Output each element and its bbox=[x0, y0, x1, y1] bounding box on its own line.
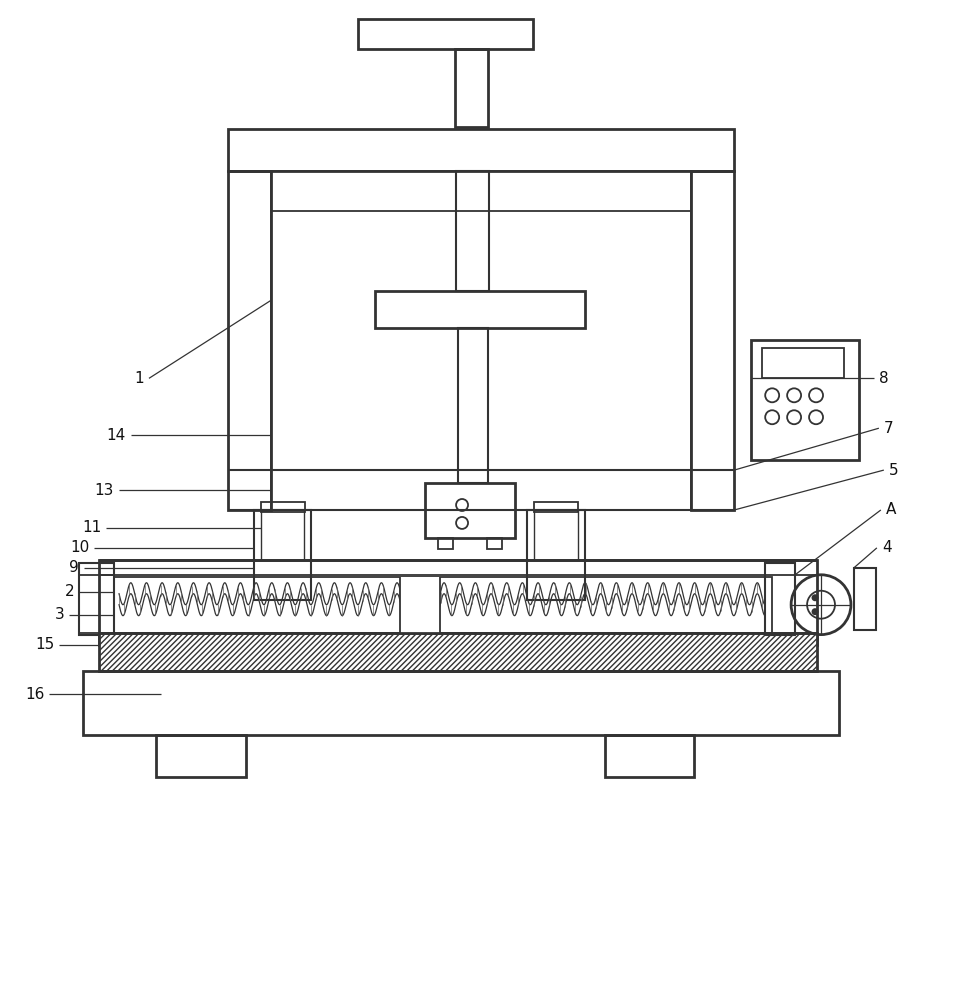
Text: 8: 8 bbox=[879, 371, 889, 386]
Text: 11: 11 bbox=[82, 520, 101, 535]
Bar bbox=[439, 538, 453, 549]
Text: 3: 3 bbox=[54, 607, 64, 622]
Circle shape bbox=[811, 608, 819, 615]
Text: 4: 4 bbox=[882, 540, 892, 555]
Bar bbox=[691, 171, 735, 510]
Text: 9: 9 bbox=[70, 560, 79, 575]
Bar bbox=[605, 735, 694, 777]
Circle shape bbox=[811, 594, 819, 601]
Text: 2: 2 bbox=[65, 584, 75, 599]
Bar bbox=[114, 577, 772, 633]
Bar bbox=[765, 563, 795, 635]
Bar bbox=[99, 560, 817, 645]
Text: 7: 7 bbox=[884, 421, 893, 436]
Bar bbox=[487, 538, 502, 549]
Bar bbox=[854, 568, 876, 630]
Text: 14: 14 bbox=[106, 428, 126, 443]
Text: 5: 5 bbox=[889, 463, 898, 478]
Text: A: A bbox=[886, 502, 896, 517]
Bar bbox=[534, 502, 578, 512]
Bar bbox=[455, 49, 488, 127]
Bar bbox=[400, 577, 440, 633]
Bar bbox=[227, 129, 735, 171]
Bar bbox=[227, 171, 271, 510]
Bar bbox=[458, 328, 488, 483]
Bar bbox=[254, 510, 312, 600]
Bar bbox=[260, 502, 305, 512]
Text: 1: 1 bbox=[135, 371, 144, 386]
Text: 13: 13 bbox=[95, 483, 114, 498]
Text: 16: 16 bbox=[25, 687, 45, 702]
Bar bbox=[156, 735, 246, 777]
Bar bbox=[456, 171, 489, 291]
Bar bbox=[358, 19, 532, 49]
Bar bbox=[425, 483, 515, 538]
Bar bbox=[79, 563, 114, 635]
Text: 15: 15 bbox=[35, 637, 54, 652]
Bar bbox=[762, 348, 844, 378]
Bar bbox=[83, 671, 839, 735]
Bar bbox=[527, 510, 585, 600]
Text: 10: 10 bbox=[70, 540, 89, 555]
Bar bbox=[99, 633, 817, 671]
Bar bbox=[751, 340, 859, 460]
Bar bbox=[376, 291, 585, 328]
